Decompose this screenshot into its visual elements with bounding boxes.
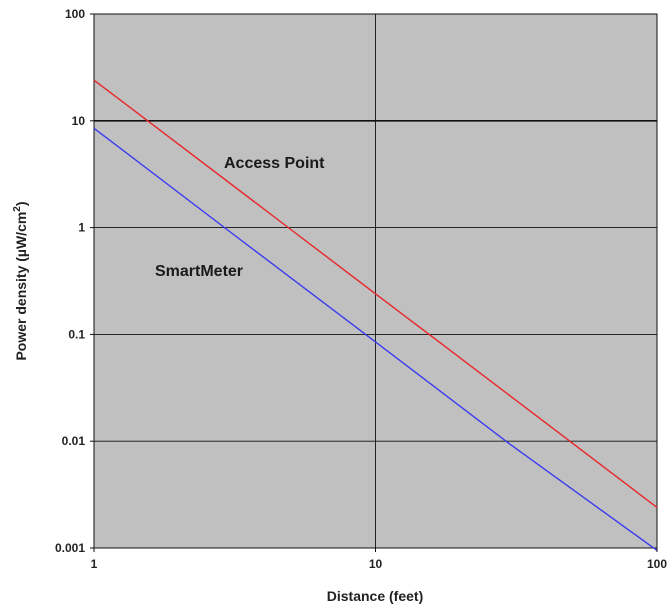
y-axis-title-exponent: 2 — [12, 206, 23, 212]
series-label-access-point: Access Point — [224, 155, 325, 172]
series-line-access-point — [93, 79, 658, 508]
y-tick-label: 100 — [65, 7, 85, 21]
grid-lines — [94, 14, 657, 548]
axis-ticks: 0.001 0.01 0.1 1 10 100 1 10 100 — [55, 7, 667, 571]
y-tick-label: 0.001 — [55, 541, 85, 555]
x-axis-title: Distance (feet) — [327, 588, 423, 604]
x-tick-label: 1 — [91, 557, 98, 571]
y-tick-label: 0.01 — [62, 434, 86, 448]
y-axis-title-suffix: ) — [13, 201, 29, 206]
x-tick-label: 10 — [369, 557, 383, 571]
y-tick-label: 0.1 — [68, 327, 85, 341]
x-tick-label: 100 — [647, 557, 667, 571]
series-line-smartmeter — [93, 127, 658, 551]
y-tick-label: 1 — [78, 221, 85, 235]
data-series — [93, 79, 658, 551]
y-axis-title-prefix: Power density ( — [13, 257, 29, 361]
y-axis-title-unit: µW/cm — [13, 212, 29, 257]
y-axis-title: Power density (µW/cm2) — [12, 201, 29, 360]
series-label-smartmeter: SmartMeter — [155, 263, 243, 280]
y-tick-label: 10 — [72, 114, 86, 128]
